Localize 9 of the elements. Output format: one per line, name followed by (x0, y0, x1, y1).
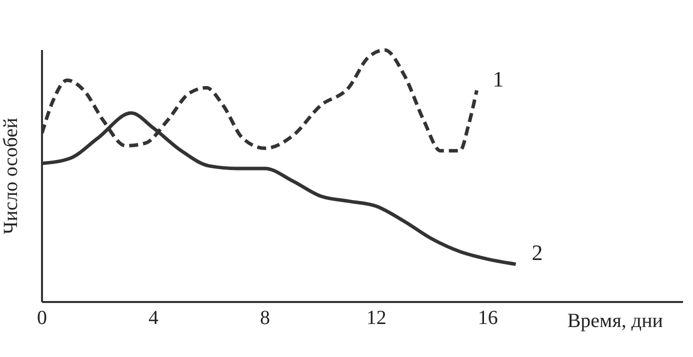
x-axis-title: Время, дни (567, 310, 664, 332)
x-tick-label: 4 (148, 307, 158, 330)
x-tick-label: 8 (260, 307, 270, 330)
series-label: 2 (532, 240, 543, 266)
x-tick-label: 16 (478, 307, 498, 330)
x-tick-label: 0 (37, 307, 47, 330)
x-tick-label: 12 (366, 307, 386, 330)
y-axis-title: Число особей (0, 117, 22, 234)
series-label: 1 (492, 66, 504, 92)
